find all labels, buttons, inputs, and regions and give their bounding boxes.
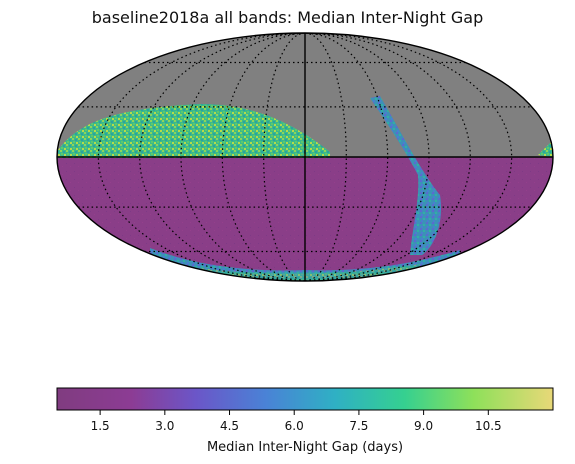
galactic-plane-stripe [370,96,441,255]
colorbar-tick-label: 1.5 [91,419,110,433]
colorbar-tick-label: 7.5 [349,419,368,433]
colorbar-tick-label: 3.0 [155,419,174,433]
colorbar-tick-label: 9.0 [414,419,433,433]
north-survey-band [58,104,330,158]
sky-map [56,32,554,282]
graticule-meridian [304,33,389,281]
colorbar-tick-label: 4.5 [220,419,239,433]
map-outline [56,32,554,282]
colorbar-label: Median Inter-Night Gap (days) [207,440,403,455]
colorbar-gradient [56,387,554,411]
graticule-meridian [221,33,306,281]
east-patch [538,140,553,157]
graticule-meridian [263,33,306,281]
colorbar-tick-label: 6.0 [285,419,304,433]
south-rim-highlight [200,264,420,281]
colorbar-tick-label: 10.5 [475,419,502,433]
graticule-meridian [304,33,347,281]
chart-title: baseline2018a all bands: Median Inter-Ni… [91,8,484,27]
colorbar-ticks: 1.5 3.0 4.5 6.0 7.5 9.0 10.5 [91,410,502,433]
